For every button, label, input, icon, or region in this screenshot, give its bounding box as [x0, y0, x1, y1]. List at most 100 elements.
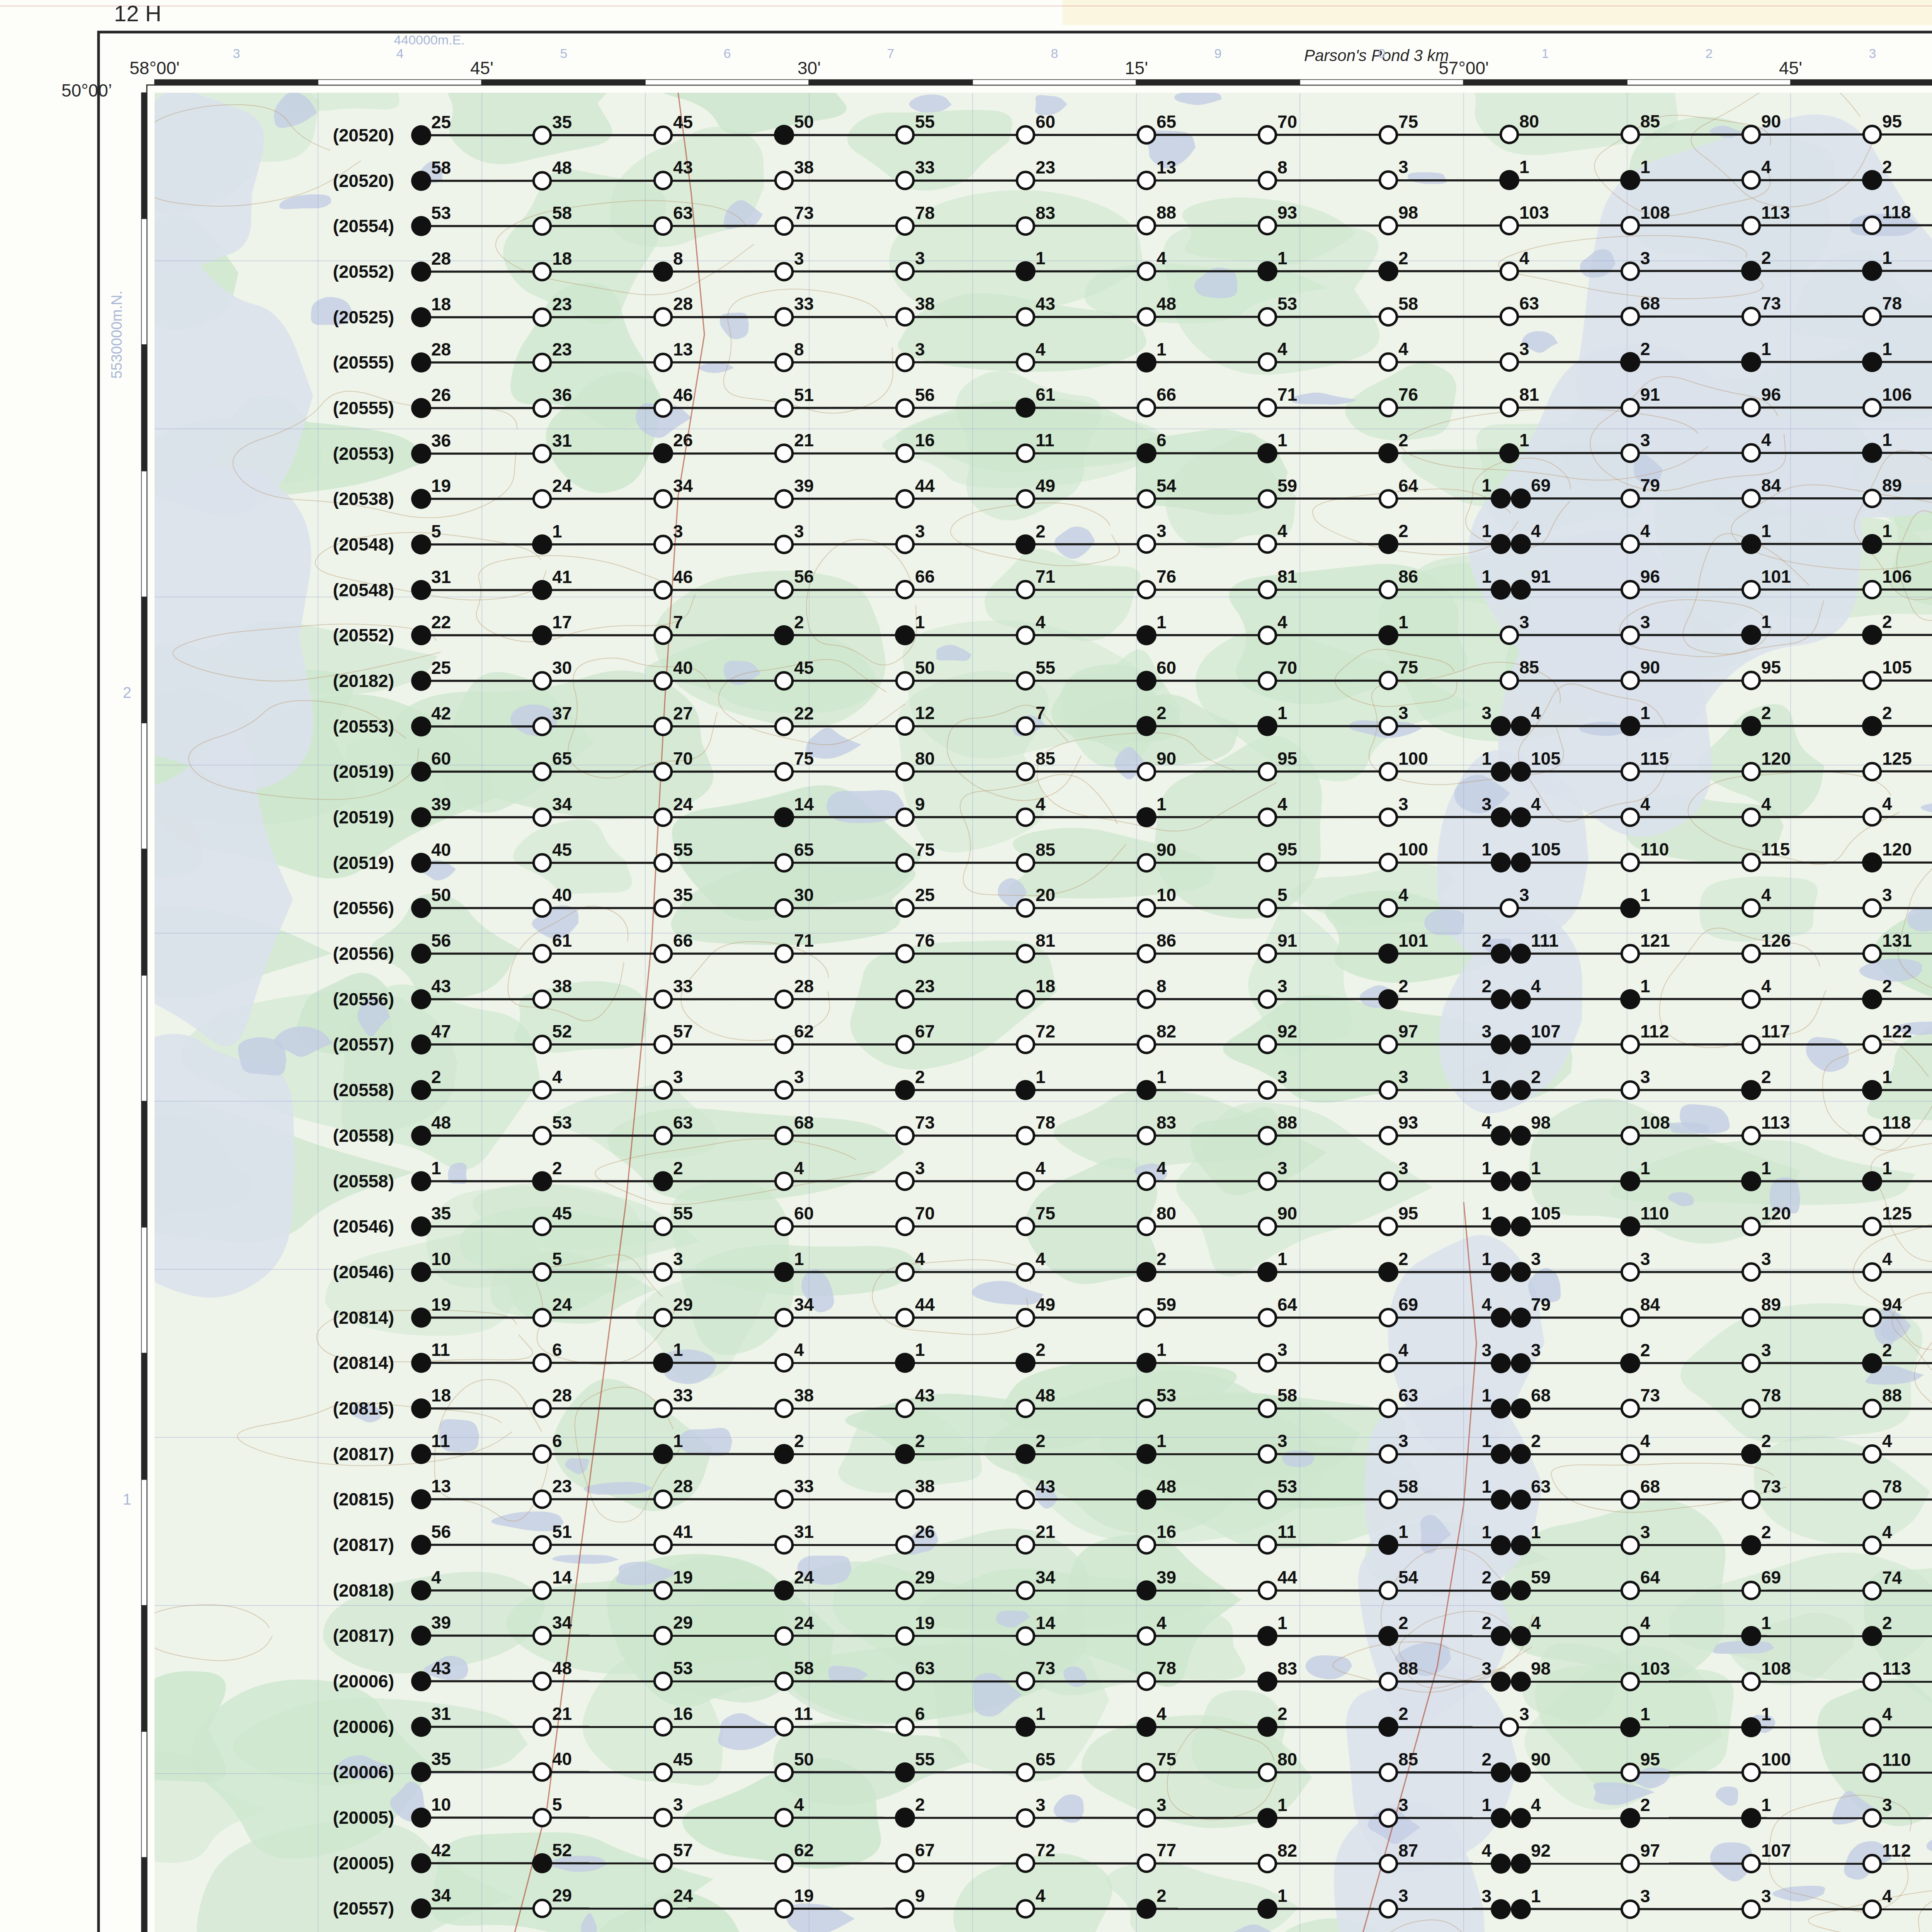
svg-text:2: 2	[1882, 157, 1892, 177]
svg-text:96: 96	[1761, 384, 1781, 405]
svg-text:65: 65	[552, 748, 572, 769]
svg-text:2: 2	[1156, 1886, 1167, 1906]
svg-text:2: 2	[1156, 703, 1167, 723]
svg-text:(20814): (20814)	[333, 1308, 394, 1328]
svg-text:2: 2	[552, 1158, 562, 1178]
svg-text:7: 7	[673, 612, 683, 632]
svg-text:60: 60	[794, 1203, 814, 1223]
svg-text:80: 80	[1519, 111, 1539, 131]
svg-text:21: 21	[794, 430, 814, 450]
svg-text:70: 70	[1277, 658, 1297, 678]
svg-text:3: 3	[1481, 794, 1492, 814]
svg-text:(20520): (20520)	[333, 171, 394, 191]
svg-text:93: 93	[1277, 202, 1297, 223]
svg-text:33: 33	[673, 976, 693, 996]
svg-text:55: 55	[915, 112, 935, 132]
svg-text:90: 90	[1156, 840, 1176, 860]
svg-text:4: 4	[431, 1567, 441, 1587]
svg-text:2: 2	[1761, 703, 1771, 723]
svg-text:24: 24	[794, 1567, 814, 1587]
svg-text:2: 2	[1640, 339, 1650, 359]
svg-text:(20814): (20814)	[333, 1353, 394, 1373]
svg-text:(20815): (20815)	[333, 1398, 394, 1418]
svg-text:3: 3	[1277, 1158, 1287, 1178]
svg-text:3: 3	[1640, 1067, 1650, 1087]
svg-text:11: 11	[431, 1431, 450, 1451]
svg-text:28: 28	[431, 339, 451, 359]
svg-text:78: 78	[915, 203, 935, 223]
svg-text:38: 38	[552, 976, 572, 996]
svg-text:(20519): (20519)	[333, 807, 394, 827]
svg-text:4: 4	[1036, 794, 1046, 814]
svg-text:1: 1	[1481, 1385, 1492, 1405]
svg-text:Parson's Pond 3 km: Parson's Pond 3 km	[1304, 46, 1449, 65]
svg-text:4: 4	[1519, 248, 1529, 268]
svg-text:48: 48	[1156, 1476, 1176, 1497]
svg-text:1: 1	[1640, 703, 1650, 723]
svg-text:1: 1	[1036, 1704, 1046, 1724]
svg-text:7: 7	[887, 46, 895, 61]
svg-text:23: 23	[552, 339, 572, 359]
svg-text:93: 93	[1398, 1112, 1418, 1133]
svg-text:35: 35	[673, 885, 693, 905]
svg-text:4: 4	[1156, 1158, 1167, 1178]
svg-text:3: 3	[794, 1067, 804, 1087]
svg-text:(20538): (20538)	[333, 489, 394, 509]
svg-text:110: 110	[1640, 1203, 1669, 1223]
svg-text:3: 3	[1519, 885, 1529, 905]
svg-text:18: 18	[431, 1385, 451, 1405]
svg-text:(20005): (20005)	[333, 1808, 394, 1828]
svg-text:3: 3	[915, 1158, 925, 1178]
svg-text:83: 83	[1036, 203, 1055, 223]
svg-text:1: 1	[1398, 1522, 1408, 1542]
svg-text:43: 43	[1036, 294, 1055, 314]
svg-text:1: 1	[1481, 839, 1492, 859]
svg-text:30: 30	[794, 885, 814, 905]
svg-text:31: 31	[431, 1704, 451, 1724]
svg-text:38: 38	[915, 294, 935, 314]
svg-text:45: 45	[794, 658, 814, 678]
svg-text:13: 13	[673, 339, 693, 359]
svg-text:50: 50	[794, 112, 814, 132]
svg-text:6: 6	[724, 46, 731, 61]
svg-text:43: 43	[431, 1658, 451, 1678]
svg-text:2: 2	[673, 1158, 683, 1178]
svg-text:4: 4	[1640, 1431, 1650, 1451]
svg-text:5: 5	[552, 1249, 562, 1269]
svg-text:(20525): (20525)	[333, 307, 394, 327]
svg-text:2: 2	[1761, 248, 1771, 268]
svg-text:30: 30	[552, 658, 572, 678]
svg-text:4: 4	[1761, 157, 1771, 177]
svg-text:28: 28	[552, 1385, 572, 1405]
svg-text:113: 113	[1761, 1112, 1790, 1133]
svg-text:4: 4	[396, 46, 404, 61]
svg-text:53: 53	[1277, 294, 1297, 314]
svg-text:33: 33	[915, 157, 935, 177]
svg-text:69: 69	[1531, 475, 1551, 495]
svg-text:4: 4	[915, 1249, 925, 1269]
svg-text:3: 3	[1398, 1158, 1408, 1178]
svg-text:103: 103	[1519, 202, 1549, 223]
svg-text:40: 40	[552, 885, 572, 905]
svg-text:23: 23	[1036, 157, 1055, 177]
svg-text:62: 62	[794, 1021, 814, 1041]
svg-text:1: 1	[1882, 1067, 1892, 1087]
svg-text:35: 35	[552, 112, 572, 132]
svg-text:2: 2	[1398, 248, 1408, 268]
svg-text:2: 2	[1398, 1249, 1408, 1269]
svg-text:88: 88	[1398, 1658, 1418, 1679]
svg-text:81: 81	[1036, 930, 1055, 951]
svg-text:84: 84	[1640, 1294, 1660, 1315]
svg-text:3: 3	[1398, 703, 1408, 723]
svg-text:4: 4	[1531, 521, 1541, 541]
svg-text:(20556): (20556)	[333, 898, 394, 918]
svg-text:4: 4	[1531, 703, 1541, 723]
svg-text:73: 73	[794, 203, 814, 223]
svg-text:48: 48	[431, 1112, 451, 1133]
svg-text:4: 4	[1531, 1795, 1541, 1815]
svg-text:4: 4	[1640, 521, 1650, 541]
svg-text:115: 115	[1640, 748, 1669, 769]
svg-text:34: 34	[552, 1612, 572, 1633]
svg-text:4: 4	[1882, 1249, 1892, 1269]
svg-text:95: 95	[1640, 1749, 1660, 1769]
